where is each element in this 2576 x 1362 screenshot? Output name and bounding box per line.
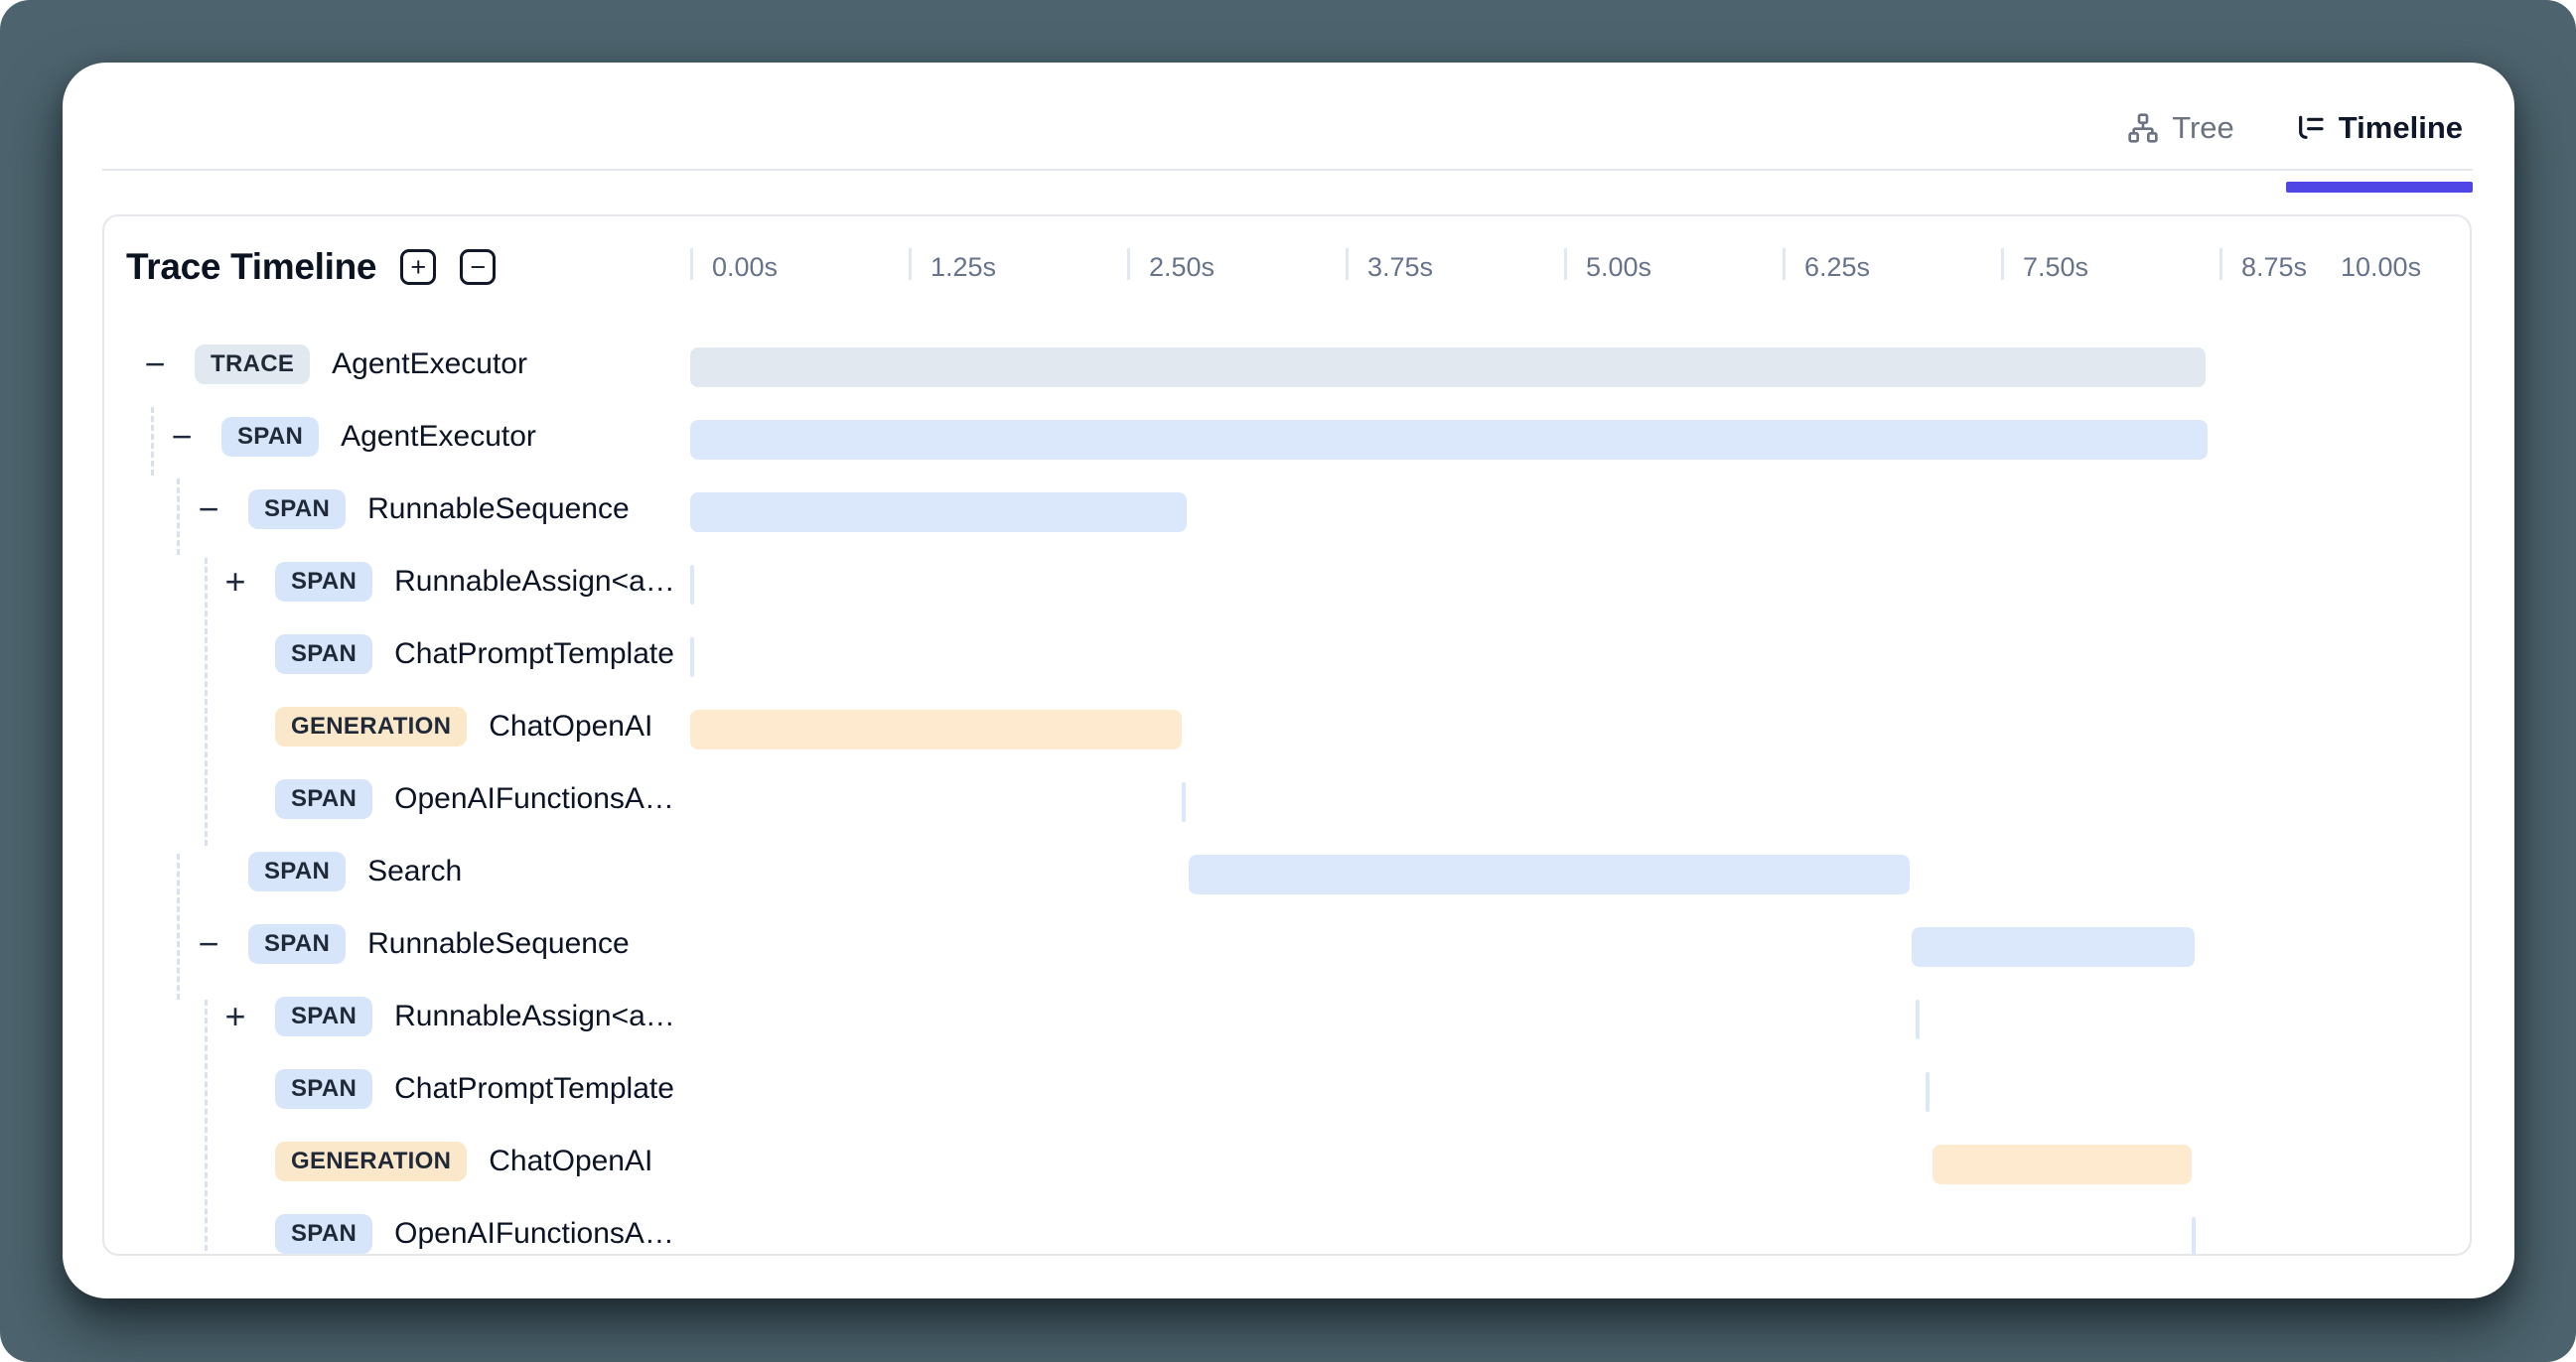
timeline-bar[interactable]	[2191, 1217, 2196, 1254]
row-label: Search	[367, 854, 463, 887]
time-tick-label: 2.50s	[1149, 252, 1216, 282]
timeline-row[interactable]: SPAN Search	[104, 835, 2470, 907]
time-tick	[1127, 248, 1130, 280]
row-label: RunnableSequence	[367, 491, 630, 525]
time-tick-label: 1.25s	[930, 252, 997, 282]
row-type-badge: SPAN	[275, 1068, 373, 1109]
row-type-badge: GENERATION	[275, 1141, 468, 1181]
timeline-icon	[2294, 112, 2326, 144]
zoom-out-button[interactable]: −	[460, 249, 497, 285]
timeline-row[interactable]: + SPAN RunnableAssign<a…	[104, 545, 2470, 617]
row-label: ChatPromptTemplate	[394, 636, 674, 670]
row-label: ChatOpenAI	[489, 709, 653, 743]
time-tick-label: 8.75s	[2241, 252, 2308, 282]
row-label: RunnableAssign<a…	[394, 999, 675, 1032]
timeline-bar[interactable]	[690, 637, 694, 677]
zoom-in-button[interactable]: +	[400, 249, 437, 285]
timeline-row[interactable]: − TRACE AgentExecutor	[104, 328, 2470, 400]
timeline-row[interactable]: GENERATION ChatOpenAI	[104, 1125, 2470, 1197]
panel-header: Trace Timeline + −	[126, 246, 497, 288]
tab-bar: Tree Timeline	[63, 63, 2514, 193]
collapse-toggle[interactable]: −	[198, 487, 219, 529]
timeline-bar[interactable]	[690, 347, 2206, 387]
time-tick	[1346, 248, 1349, 280]
collapse-toggle[interactable]: −	[198, 922, 219, 964]
row-type-badge: SPAN	[248, 851, 347, 891]
time-tick-label: 5.00s	[1586, 252, 1652, 282]
timeline-bar[interactable]	[1181, 782, 1186, 822]
row-label: AgentExecutor	[341, 419, 536, 453]
tab-timeline[interactable]: Timeline	[2285, 86, 2474, 193]
row-label: RunnableAssign<a…	[394, 564, 675, 598]
timeline-row[interactable]: − SPAN RunnableSequence	[104, 473, 2470, 545]
timeline-bar[interactable]	[690, 420, 2208, 460]
expand-toggle[interactable]: +	[224, 995, 246, 1036]
timeline-bar[interactable]	[690, 710, 1182, 749]
app-card: Tree Timeline Trace Timeline + −	[63, 63, 2514, 1298]
row-type-badge: SPAN	[221, 416, 320, 457]
time-tick-label: 3.75s	[1367, 252, 1434, 282]
time-tick-label: 10.00s	[2341, 252, 2422, 282]
time-tick-label: 7.50s	[2023, 252, 2089, 282]
tree-guideline	[151, 407, 154, 476]
row-type-badge: SPAN	[248, 488, 347, 529]
expand-toggle[interactable]: +	[224, 560, 246, 602]
row-label: AgentExecutor	[332, 346, 527, 380]
timeline-row[interactable]: SPAN OpenAIFunctionsA…	[104, 762, 2470, 835]
timeline-row[interactable]: − SPAN AgentExecutor	[104, 400, 2470, 473]
trace-timeline-panel: Trace Timeline + − 0.00s 1.25s 2.50s 3.75s 5…	[102, 214, 2472, 1256]
row-label: OpenAIFunctionsA…	[394, 781, 674, 815]
row-type-badge: SPAN	[275, 778, 373, 819]
collapse-toggle[interactable]: −	[144, 342, 166, 384]
row-type-badge: SPAN	[275, 561, 373, 602]
row-label: ChatPromptTemplate	[394, 1071, 674, 1105]
tree-guideline	[205, 558, 208, 846]
row-type-badge: SPAN	[275, 633, 373, 674]
time-tick	[909, 248, 912, 280]
tab-timeline-label: Timeline	[2338, 110, 2463, 145]
row-type-badge: SPAN	[275, 996, 373, 1036]
tab-tree-label: Tree	[2172, 110, 2234, 145]
row-label: RunnableSequence	[367, 926, 630, 960]
tree-guideline	[205, 1000, 208, 1251]
row-type-badge: TRACE	[195, 343, 311, 384]
row-type-badge: SPAN	[275, 1213, 373, 1254]
timeline-row[interactable]: SPAN OpenAIFunctionsA…	[104, 1197, 2470, 1254]
time-tick-label: 6.25s	[1804, 252, 1871, 282]
row-label: ChatOpenAI	[489, 1144, 653, 1177]
timeline-bar[interactable]	[690, 565, 694, 605]
tree-guideline	[177, 478, 180, 555]
timeline-bar[interactable]	[1915, 1000, 1920, 1039]
collapse-toggle[interactable]: −	[171, 415, 193, 457]
timeline-bar[interactable]	[1932, 1145, 2192, 1184]
time-tick	[690, 248, 693, 280]
time-tick	[1564, 248, 1567, 280]
tree-guideline	[177, 854, 180, 1000]
row-type-badge: GENERATION	[275, 706, 468, 747]
tree-icon	[2127, 112, 2159, 144]
timeline-row[interactable]: SPAN ChatPromptTemplate	[104, 1052, 2470, 1125]
row-type-badge: SPAN	[248, 923, 347, 964]
panel-title: Trace Timeline	[126, 246, 377, 287]
timeline-bar[interactable]	[1926, 1072, 1931, 1112]
timeline-row[interactable]: − SPAN RunnableSequence	[104, 907, 2470, 980]
time-tick-label: 0.00s	[712, 252, 779, 282]
timeline-row[interactable]: SPAN ChatPromptTemplate	[104, 617, 2470, 690]
header-divider	[102, 169, 2473, 171]
time-tick	[2219, 248, 2222, 280]
row-label: OpenAIFunctionsA…	[394, 1216, 674, 1250]
timeline-bar[interactable]	[1912, 927, 2196, 967]
tab-tree[interactable]: Tree	[2127, 86, 2234, 170]
timeline-bar[interactable]	[1188, 855, 1911, 894]
timeline-row[interactable]: GENERATION ChatOpenAI	[104, 690, 2470, 762]
timeline-row[interactable]: + SPAN RunnableAssign<a…	[104, 980, 2470, 1052]
timeline-bar[interactable]	[690, 492, 1187, 532]
time-tick	[1783, 248, 1786, 280]
time-tick	[2001, 248, 2004, 280]
